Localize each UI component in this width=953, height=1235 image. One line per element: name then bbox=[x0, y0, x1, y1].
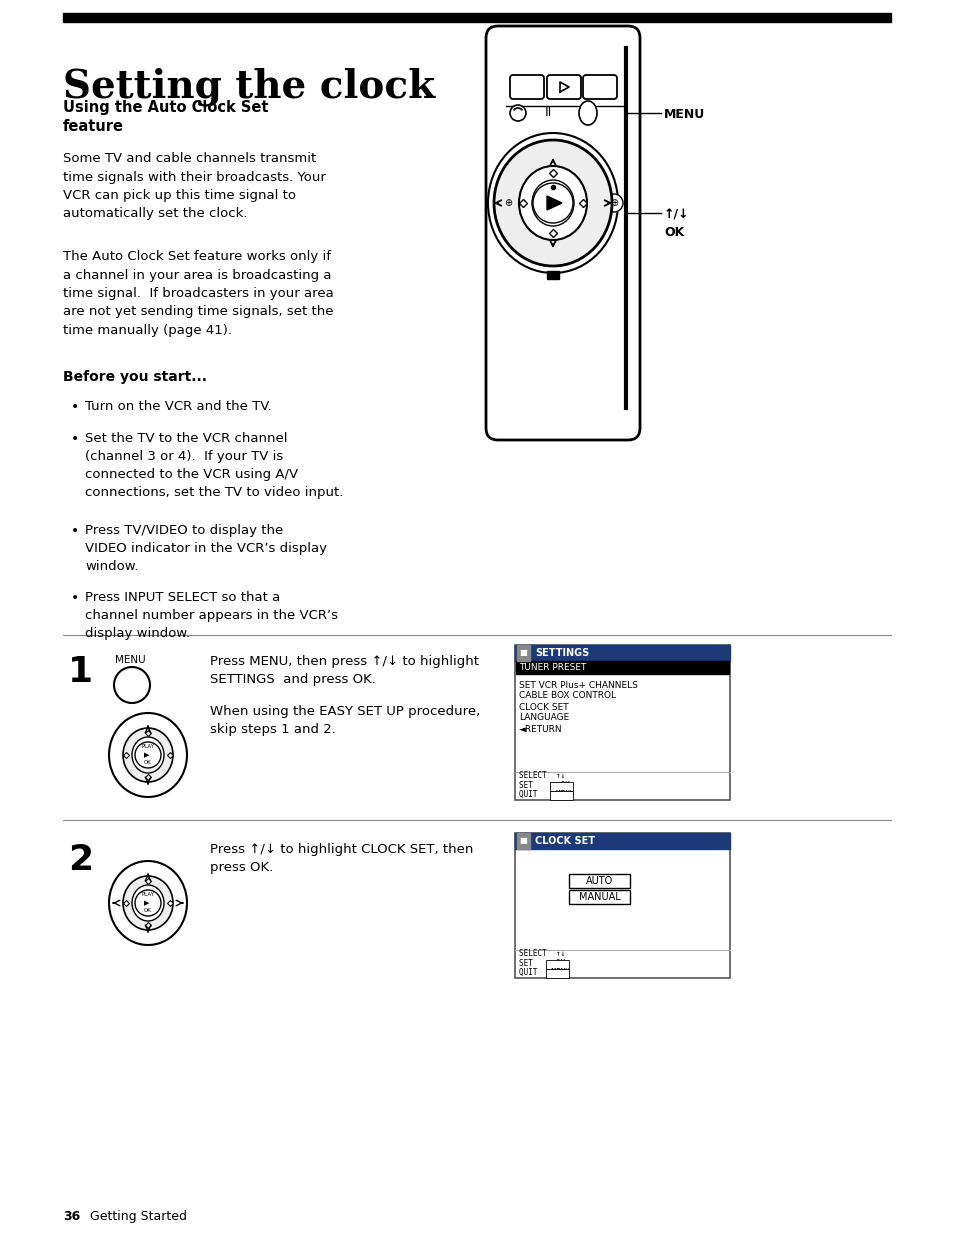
Text: Press TV/VIDEO to display the
VIDEO indicator in the VCR’s display
window.: Press TV/VIDEO to display the VIDEO indi… bbox=[85, 524, 327, 573]
Text: LANGUAGE: LANGUAGE bbox=[518, 714, 569, 722]
Bar bbox=[515, 832, 729, 848]
Text: II: II bbox=[544, 106, 551, 120]
Text: Turn on the VCR and the TV.: Turn on the VCR and the TV. bbox=[85, 400, 272, 412]
FancyBboxPatch shape bbox=[569, 873, 630, 888]
Text: CABLE BOX CONTROL: CABLE BOX CONTROL bbox=[518, 692, 616, 700]
Text: ↑/↓
OK: ↑/↓ OK bbox=[663, 207, 689, 240]
Text: TUNER PRESET: TUNER PRESET bbox=[518, 663, 586, 672]
Text: CLOCK SET: CLOCK SET bbox=[535, 836, 595, 846]
Circle shape bbox=[135, 890, 161, 916]
Text: ⊕: ⊕ bbox=[609, 198, 618, 207]
Polygon shape bbox=[546, 196, 561, 210]
Bar bbox=[517, 645, 530, 661]
Ellipse shape bbox=[132, 885, 164, 921]
Text: QUIT   MENU: QUIT MENU bbox=[518, 967, 569, 977]
FancyBboxPatch shape bbox=[510, 75, 543, 99]
Ellipse shape bbox=[123, 727, 172, 782]
Text: •: • bbox=[71, 400, 79, 414]
Bar bbox=[515, 645, 729, 800]
FancyBboxPatch shape bbox=[569, 889, 630, 904]
Text: MANUAL: MANUAL bbox=[578, 892, 620, 902]
Text: 36: 36 bbox=[63, 1210, 80, 1223]
FancyBboxPatch shape bbox=[546, 968, 569, 977]
Text: MENU: MENU bbox=[115, 655, 146, 664]
Ellipse shape bbox=[532, 180, 574, 226]
Text: ◄RETURN: ◄RETURN bbox=[518, 725, 562, 734]
Text: AUTO: AUTO bbox=[586, 876, 613, 885]
Text: Press MENU, then press ↑/↓ to highlight
SETTINGS  and press OK.: Press MENU, then press ↑/↓ to highlight … bbox=[210, 655, 478, 685]
Text: MENU: MENU bbox=[663, 107, 704, 121]
FancyBboxPatch shape bbox=[582, 75, 617, 99]
Text: Press INPUT SELECT so that a
channel number appears in the VCR’s
display window.: Press INPUT SELECT so that a channel num… bbox=[85, 592, 337, 640]
Ellipse shape bbox=[488, 133, 618, 273]
FancyBboxPatch shape bbox=[550, 790, 573, 799]
Text: OK: OK bbox=[144, 761, 152, 766]
Text: 1: 1 bbox=[68, 655, 93, 689]
Circle shape bbox=[510, 105, 525, 121]
Text: CLOCK SET: CLOCK SET bbox=[518, 703, 568, 711]
Circle shape bbox=[135, 742, 161, 768]
Ellipse shape bbox=[578, 101, 597, 125]
Circle shape bbox=[533, 183, 573, 224]
Text: •: • bbox=[71, 432, 79, 446]
Text: SELECT  ↑↓: SELECT ↑↓ bbox=[518, 772, 565, 781]
Bar bbox=[546, 270, 558, 279]
Text: ⊕: ⊕ bbox=[503, 198, 512, 207]
Circle shape bbox=[498, 194, 517, 212]
FancyBboxPatch shape bbox=[546, 960, 569, 968]
Circle shape bbox=[113, 667, 150, 703]
Text: OK: OK bbox=[144, 909, 152, 914]
Circle shape bbox=[604, 194, 622, 212]
Text: ▶: ▶ bbox=[144, 900, 150, 906]
Text: The Auto Clock Set feature works only if
a channel in your area is broadcasting : The Auto Clock Set feature works only if… bbox=[63, 249, 334, 337]
Ellipse shape bbox=[132, 737, 164, 773]
Text: PLAY: PLAY bbox=[141, 893, 154, 898]
FancyBboxPatch shape bbox=[546, 75, 580, 99]
Ellipse shape bbox=[518, 165, 586, 240]
FancyBboxPatch shape bbox=[485, 26, 639, 440]
Ellipse shape bbox=[123, 876, 172, 930]
Bar bbox=[516, 661, 728, 674]
Text: SET      OK: SET OK bbox=[518, 781, 569, 789]
Text: 2: 2 bbox=[68, 844, 93, 877]
Text: ■: ■ bbox=[519, 836, 527, 846]
Bar bbox=[517, 832, 530, 848]
Bar bbox=[515, 645, 729, 661]
Text: PLAY: PLAY bbox=[141, 745, 154, 750]
Text: ▶: ▶ bbox=[144, 752, 150, 758]
Text: When using the EASY SET UP procedure,
skip steps 1 and 2.: When using the EASY SET UP procedure, sk… bbox=[210, 705, 479, 736]
Text: SETTINGS: SETTINGS bbox=[535, 648, 589, 658]
Ellipse shape bbox=[109, 713, 187, 797]
Text: Before you start...: Before you start... bbox=[63, 370, 207, 384]
Text: Set the TV to the VCR channel
(channel 3 or 4).  If your TV is
connected to the : Set the TV to the VCR channel (channel 3… bbox=[85, 432, 343, 499]
Text: •: • bbox=[71, 524, 79, 538]
Text: •: • bbox=[71, 592, 79, 605]
Bar bbox=[63, 14, 890, 22]
Text: QUIT    MENU: QUIT MENU bbox=[518, 789, 574, 799]
Bar bbox=[515, 832, 729, 978]
Text: SET     OK: SET OK bbox=[518, 958, 565, 967]
Text: SELECT  ↑↓: SELECT ↑↓ bbox=[518, 950, 565, 958]
Ellipse shape bbox=[109, 861, 187, 945]
Text: Press ↑/↓ to highlight CLOCK SET, then
press OK.: Press ↑/↓ to highlight CLOCK SET, then p… bbox=[210, 844, 473, 874]
Text: Using the Auto Clock Set
feature: Using the Auto Clock Set feature bbox=[63, 100, 268, 133]
Text: ■: ■ bbox=[519, 648, 527, 657]
Text: Getting Started: Getting Started bbox=[90, 1210, 187, 1223]
Text: Setting the clock: Setting the clock bbox=[63, 68, 435, 106]
Ellipse shape bbox=[494, 140, 612, 266]
FancyBboxPatch shape bbox=[550, 782, 573, 790]
Text: SET VCR Plus+ CHANNELS: SET VCR Plus+ CHANNELS bbox=[518, 680, 638, 689]
Text: Some TV and cable channels transmit
time signals with their broadcasts. Your
VCR: Some TV and cable channels transmit time… bbox=[63, 152, 326, 221]
